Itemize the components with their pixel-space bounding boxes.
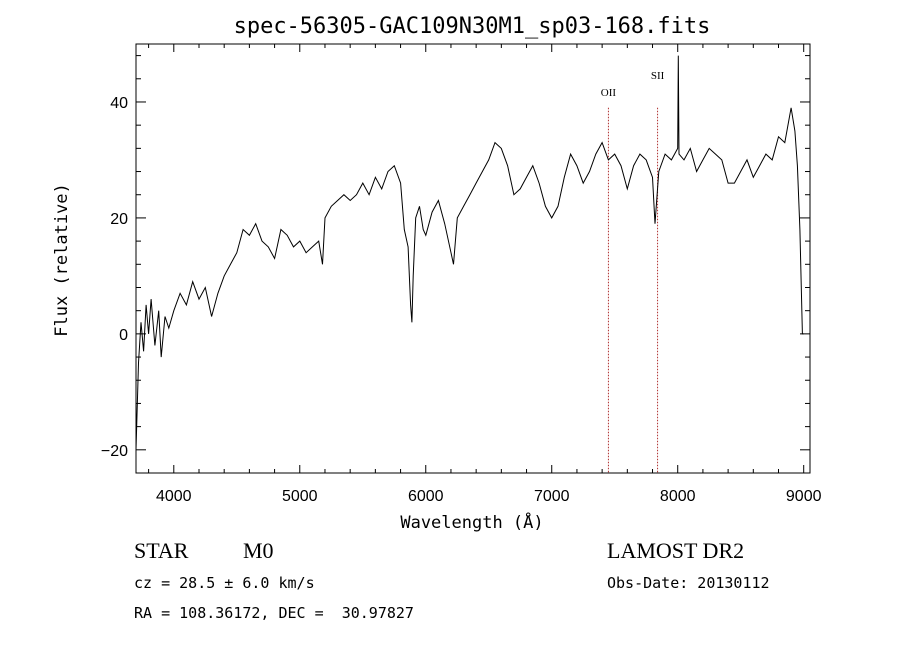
x-axis-label: Wavelength (Å) (400, 511, 543, 533)
object-subclass: M0 (243, 538, 274, 563)
coordinates: RA = 108.36172, DEC = 30.97827 (134, 604, 414, 622)
y-tick-label: 0 (119, 327, 128, 344)
observation-date: Obs-Date: 20130112 (607, 574, 770, 592)
x-axis-ticks: 4000 5000 6000 7000 8000 9000 (148, 44, 822, 505)
x-tick-label: 5000 (282, 488, 318, 505)
y-axis-label: Flux (relative) (52, 183, 72, 337)
y-axis-ticks: −20 0 20 40 (101, 55, 810, 460)
y-tick-label: 40 (110, 95, 128, 112)
annotation-label: SII (651, 70, 665, 82)
data-release: LAMOST DR2 (607, 538, 745, 563)
plot-frame (135, 43, 811, 474)
object-class: STAR (134, 538, 189, 563)
x-tick-label: 7000 (534, 488, 570, 505)
chart-title: spec-56305-GAC109N30M1_sp03-168.fits (234, 14, 711, 39)
redshift-cz: cz = 28.5 ± 6.0 km/s (134, 574, 315, 592)
x-tick-label: 6000 (408, 488, 444, 505)
y-tick-label: 20 (110, 211, 128, 228)
x-tick-label: 9000 (786, 488, 822, 505)
annotation-label: OII (601, 87, 617, 99)
y-tick-label: −20 (101, 443, 128, 460)
spectrum-line (135, 55, 804, 450)
x-tick-label: 8000 (660, 488, 696, 505)
line-annotations: OII SII (601, 70, 665, 473)
x-tick-label: 4000 (156, 488, 192, 505)
